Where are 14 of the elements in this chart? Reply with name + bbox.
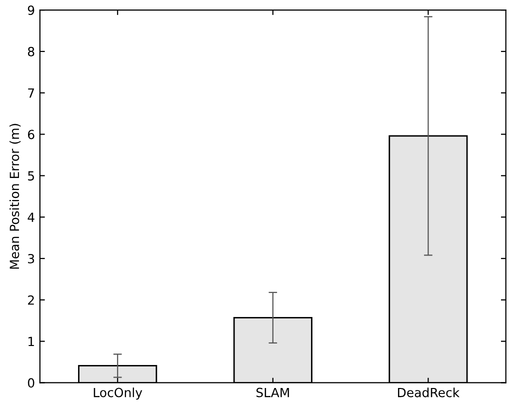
y-tick-label: 5 — [28, 171, 34, 181]
y-tick-label: 9 — [28, 6, 34, 15]
x-tick-label: DeadReck — [398, 388, 460, 398]
y-axis-title: Mean Position Error (m) — [9, 124, 21, 269]
y-tick-label: 4 — [28, 212, 34, 222]
y-tick-label: 3 — [28, 254, 34, 264]
y-tick-label: 1 — [28, 336, 34, 346]
x-tick-label: LocOnly — [94, 388, 142, 400]
y-tick-label: 6 — [28, 130, 34, 140]
y-tick-label: 2 — [28, 295, 34, 305]
y-tick-label: 0 — [28, 378, 34, 388]
y-tick-label: 7 — [28, 88, 34, 98]
x-tick-label: SLAM — [256, 388, 289, 398]
y-tick-label: 8 — [28, 46, 34, 56]
